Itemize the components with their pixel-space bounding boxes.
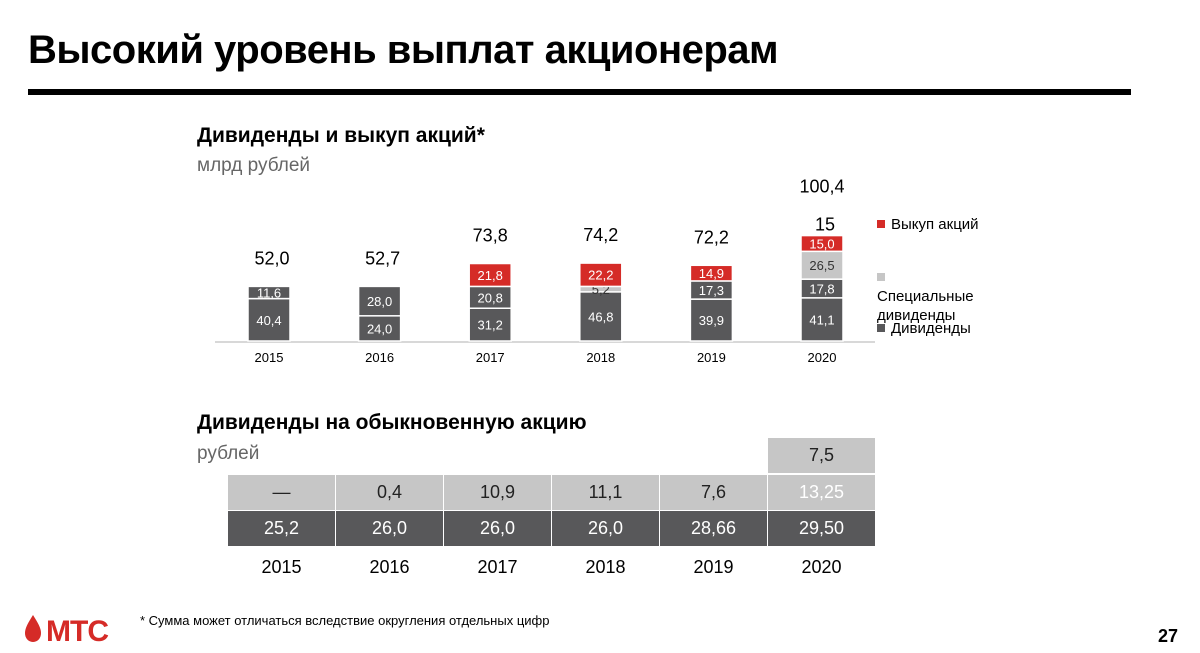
legend-label: Специальные дивиденды	[877, 288, 974, 324]
bar-total: 72,2	[694, 227, 729, 247]
legend-label: Выкуп акций	[891, 216, 979, 233]
table-cell-regular: 29,50	[768, 511, 875, 546]
bar-label: 20,8	[478, 290, 503, 305]
mts-logo: МТС	[25, 615, 109, 643]
table-cell-special: 13,25	[768, 475, 875, 510]
bar-total: 100,4	[799, 177, 844, 197]
table-year-label: 2016	[369, 557, 410, 577]
table-cell-regular: 26,0	[336, 511, 443, 546]
bar-segment	[800, 297, 844, 342]
table-year-label: 2015	[261, 557, 302, 577]
table-year-label: 2019	[693, 557, 734, 577]
bar-segment	[357, 315, 402, 342]
title-rule	[28, 89, 1131, 95]
bar-label: 15,0	[809, 236, 834, 251]
bar-segment	[247, 285, 291, 300]
legend-swatch	[877, 324, 885, 332]
legend-special: Специальные дивиденды	[877, 268, 987, 325]
table-cell-special: 11,1	[552, 475, 659, 510]
bar-label: 46,8	[588, 309, 613, 324]
x-tick-label: 2017	[476, 350, 505, 365]
chart-subtitle: млрд рублей	[197, 155, 311, 176]
table-cell-regular: 25,2	[228, 511, 335, 546]
legend-swatch	[877, 220, 885, 228]
bar-segment	[357, 285, 402, 317]
bar-label: 17,8	[809, 282, 834, 297]
table-cell-regular: 26,0	[444, 511, 551, 546]
slide-title: Высокий уровень выплат акционерам	[28, 28, 779, 72]
table-year-label: 2020	[801, 557, 842, 577]
bar-chart: 40,4 11,6 52,0 2015 24,0 28,0 52,7 2016 31,2 20,8…	[215, 177, 875, 365]
table-cell-special-extra: 7,5	[768, 438, 875, 473]
x-tick-label: 2016	[365, 350, 394, 365]
bar-label: 26,5	[809, 258, 834, 273]
bar-segment	[468, 307, 512, 342]
bar-label: 41,1	[809, 312, 834, 327]
table-year-label: 2018	[585, 557, 626, 577]
bar-segment	[689, 264, 734, 282]
x-tick-label: 2015	[255, 350, 284, 365]
table-cell-regular: 28,66	[660, 511, 767, 546]
table-cell-special: 7,6	[660, 475, 767, 510]
bar-label: 39,9	[699, 313, 724, 328]
bar-label: 17,3	[699, 283, 724, 298]
x-tick-label: 2019	[697, 350, 726, 365]
bar-label: 11,6	[257, 285, 281, 300]
chart-title: Дивиденды и выкуп акций*	[197, 124, 485, 147]
bar-label: 21,8	[478, 268, 503, 283]
table-cell-regular: 26,0	[552, 511, 659, 546]
table-year-label: 2017	[477, 557, 518, 577]
bar-label: 22,2	[588, 268, 613, 283]
bar-segment	[800, 250, 844, 280]
table-cell-special: 0,4	[336, 475, 443, 510]
bar-label: 28,0	[367, 294, 392, 309]
legend-swatch	[877, 273, 885, 281]
legend-dividends: Дивиденды	[877, 319, 971, 338]
bar-label: 31,2	[478, 318, 503, 333]
bar-label: 14,9	[699, 266, 724, 281]
table-cell-special: —	[228, 475, 335, 510]
bar-label: 24,0	[367, 321, 392, 336]
legend-buyback: Выкуп акций	[877, 215, 979, 234]
x-tick-label: 2020	[808, 350, 837, 365]
bar-segment	[468, 262, 512, 288]
bar-segment	[800, 234, 844, 253]
table-cell-special: 10,9	[444, 475, 551, 510]
table-subtitle: рублей	[197, 443, 260, 464]
bar-total: 52,0	[254, 248, 289, 268]
bar-annotation: 15	[815, 215, 835, 235]
svg-text:МТС: МТС	[46, 615, 108, 643]
bar-total: 52,7	[365, 248, 400, 268]
table-title: Дивиденды на обыкновенную акцию	[197, 411, 587, 434]
bar-segment	[247, 297, 291, 342]
bar-total: 73,8	[473, 226, 508, 246]
legend-label: Дивиденды	[891, 320, 971, 337]
page-number: 27	[1157, 626, 1178, 646]
bar-segment	[689, 298, 734, 342]
bar-label: 40,4	[256, 313, 281, 328]
x-tick-label: 2018	[586, 350, 615, 365]
bar-segment	[579, 262, 623, 288]
bar-total: 74,2	[583, 225, 618, 245]
footnote: * Сумма может отличаться вследствие окру…	[140, 613, 550, 628]
